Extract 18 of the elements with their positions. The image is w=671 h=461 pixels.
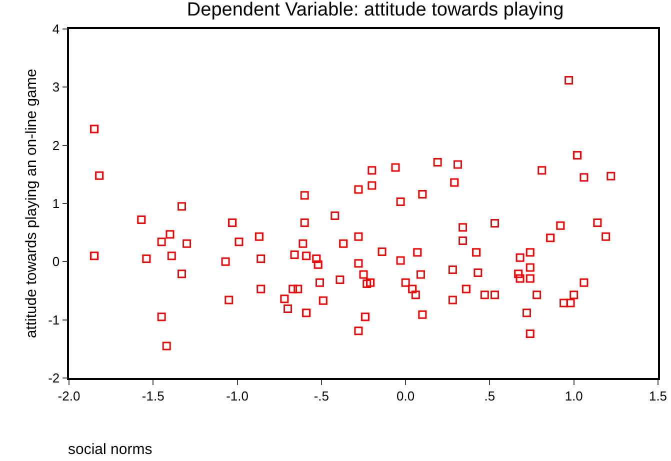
y-tick-label: -2 bbox=[48, 370, 60, 386]
y-tick-label: 1 bbox=[52, 196, 60, 212]
x-tick-label: 0.0 bbox=[396, 388, 415, 404]
x-tick-label: -1.5 bbox=[142, 388, 164, 404]
chart-title: Dependent Variable: attitude towards playing bbox=[186, 0, 564, 21]
x-tick-label: 1.0 bbox=[564, 388, 583, 404]
y-tick-label: 3 bbox=[52, 80, 60, 95]
x-tick-label: -.5 bbox=[314, 388, 330, 404]
y-tick-label: 0 bbox=[52, 254, 60, 270]
x-tick-label: -2.0 bbox=[58, 388, 80, 404]
x-tick-label: .5 bbox=[484, 388, 496, 404]
x-tick-label: -1.0 bbox=[226, 388, 248, 404]
y-axis-title: attitude towards playing an on-line game bbox=[22, 68, 40, 338]
y-tick-label: -1 bbox=[48, 312, 60, 328]
x-axis-title: social norms bbox=[68, 441, 152, 458]
y-tick-label: 2 bbox=[52, 138, 60, 153]
x-tick-label: 1.5 bbox=[648, 388, 668, 404]
y-tick-label: 4 bbox=[52, 22, 60, 37]
